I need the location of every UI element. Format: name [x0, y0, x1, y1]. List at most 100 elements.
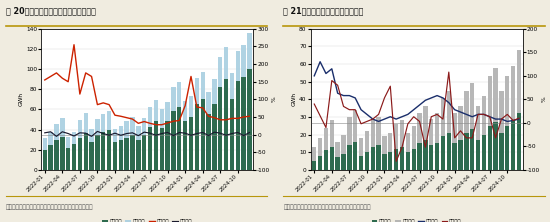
- Bar: [371, 121, 375, 147]
- Bar: [511, 121, 515, 170]
- Bar: [447, 133, 451, 170]
- Bar: [78, 121, 82, 138]
- Bar: [312, 147, 316, 161]
- Bar: [230, 99, 234, 170]
- Bar: [365, 152, 369, 170]
- Bar: [453, 143, 457, 170]
- Legend: 磷酸铁锂, 三元材料, 合计同比, 合计环比: 磷酸铁锂, 三元材料, 合计同比, 合计环比: [100, 217, 194, 222]
- Bar: [365, 131, 369, 152]
- Bar: [66, 137, 70, 148]
- Bar: [470, 129, 475, 170]
- Bar: [447, 91, 451, 133]
- Bar: [353, 142, 358, 170]
- Bar: [195, 78, 199, 104]
- Bar: [441, 98, 445, 136]
- Bar: [435, 143, 439, 170]
- Bar: [107, 130, 111, 170]
- Bar: [218, 87, 222, 170]
- Bar: [517, 113, 521, 170]
- Bar: [160, 109, 164, 127]
- Bar: [183, 101, 188, 121]
- Bar: [376, 145, 381, 170]
- Bar: [376, 117, 381, 145]
- Text: 数据来源：中国汽车动力电池产业创新联盟，新湖研究所: 数据来源：中国汽车动力电池产业创新联盟，新湖研究所: [6, 204, 93, 210]
- Bar: [48, 145, 53, 170]
- Bar: [318, 138, 322, 156]
- Bar: [160, 127, 164, 170]
- Bar: [371, 147, 375, 170]
- Y-axis label: %: %: [272, 97, 277, 102]
- Bar: [482, 96, 486, 135]
- Bar: [318, 156, 322, 170]
- Bar: [353, 110, 358, 142]
- Text: 数据来源：中国汽车动力电池产业创新联盟，新湖研究所: 数据来源：中国汽车动力电池产业创新联盟，新湖研究所: [283, 204, 371, 210]
- Bar: [124, 121, 129, 138]
- Text: 图 20：中国动力及储能电池分类型产量: 图 20：中国动力及储能电池分类型产量: [6, 7, 95, 16]
- Bar: [359, 156, 363, 170]
- Bar: [230, 73, 234, 99]
- Bar: [429, 119, 433, 145]
- Bar: [60, 119, 64, 137]
- Bar: [394, 124, 398, 149]
- Bar: [458, 140, 463, 170]
- Bar: [142, 135, 146, 170]
- Bar: [142, 119, 146, 135]
- Bar: [505, 126, 509, 170]
- Bar: [241, 45, 246, 77]
- Bar: [406, 152, 410, 170]
- Bar: [493, 122, 498, 170]
- Bar: [130, 117, 135, 135]
- Bar: [493, 68, 498, 122]
- Bar: [464, 133, 469, 170]
- Bar: [224, 47, 228, 79]
- Bar: [84, 113, 88, 133]
- Bar: [95, 135, 100, 170]
- Bar: [429, 145, 433, 170]
- Y-axis label: GWh: GWh: [18, 92, 23, 106]
- Bar: [218, 57, 222, 87]
- Bar: [441, 136, 445, 170]
- Bar: [124, 138, 129, 170]
- Bar: [342, 154, 346, 170]
- Bar: [241, 77, 246, 170]
- Bar: [171, 111, 175, 170]
- Bar: [189, 117, 193, 170]
- Bar: [505, 76, 509, 126]
- Bar: [382, 154, 387, 170]
- Bar: [382, 136, 387, 154]
- Bar: [347, 117, 351, 145]
- Bar: [336, 157, 340, 170]
- Y-axis label: %: %: [541, 97, 546, 102]
- Bar: [423, 106, 427, 140]
- Bar: [72, 132, 76, 144]
- Bar: [89, 142, 94, 170]
- Y-axis label: GWh: GWh: [292, 92, 296, 106]
- Bar: [101, 132, 106, 170]
- Bar: [235, 51, 240, 81]
- Bar: [224, 79, 228, 170]
- Bar: [388, 152, 393, 170]
- Bar: [511, 66, 515, 121]
- Bar: [206, 92, 211, 115]
- Bar: [107, 111, 111, 130]
- Bar: [148, 107, 152, 127]
- Bar: [324, 151, 328, 170]
- Bar: [499, 133, 504, 170]
- Bar: [66, 148, 70, 170]
- Bar: [406, 133, 410, 152]
- Bar: [101, 115, 106, 132]
- Bar: [324, 127, 328, 151]
- Bar: [166, 102, 170, 121]
- Bar: [189, 96, 193, 117]
- Bar: [177, 107, 182, 170]
- Text: 图 21：中国动力电池分类型装车量: 图 21：中国动力电池分类型装车量: [283, 7, 364, 16]
- Bar: [336, 142, 340, 157]
- Legend: 磷酸铁锂, 三元材料, 合计同比, 合计环比: 磷酸铁锂, 三元材料, 合计同比, 合计环比: [370, 217, 464, 222]
- Bar: [206, 115, 211, 170]
- Bar: [89, 129, 94, 142]
- Bar: [248, 69, 252, 170]
- Bar: [95, 119, 100, 135]
- Bar: [482, 135, 486, 170]
- Bar: [201, 99, 205, 170]
- Bar: [470, 83, 475, 129]
